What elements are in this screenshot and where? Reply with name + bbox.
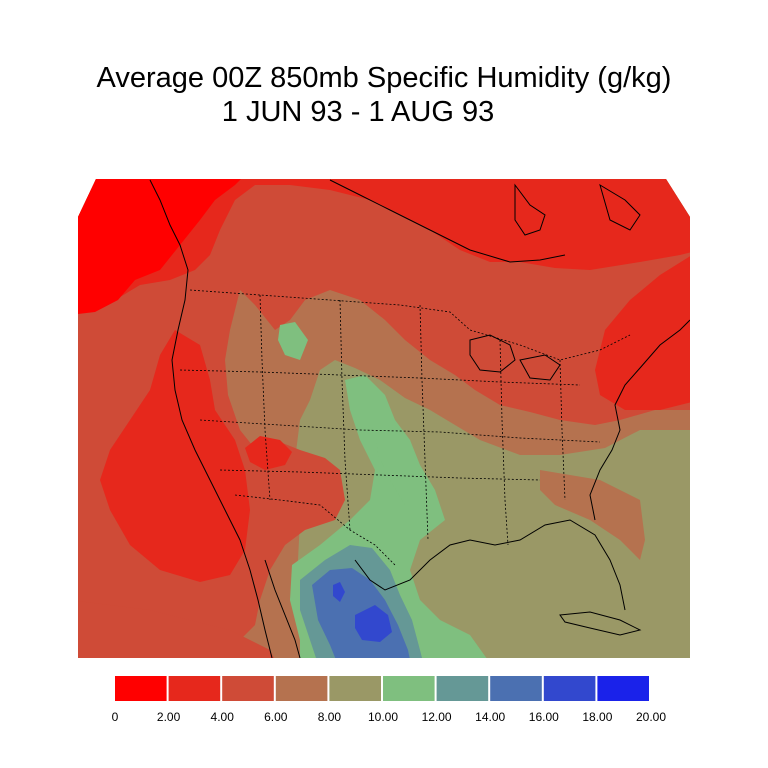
legend-bin-2 (222, 676, 274, 701)
state-line-4 (339, 299, 351, 531)
state-line-5 (419, 304, 429, 541)
legend-bin-8 (543, 676, 596, 701)
region-2-4 (78, 179, 690, 310)
us-canada-border (189, 289, 631, 361)
legend-label-6: 12.00 (422, 710, 452, 724)
legend-bin-1 (168, 676, 221, 701)
legend-bin-6 (436, 676, 489, 701)
cuba-coast (559, 611, 642, 636)
legend-bin-3 (275, 676, 328, 701)
state-line-1 (179, 369, 581, 386)
state-line-3 (259, 294, 271, 501)
map-title: Average 00Z 850mb Specific Humidity (g/k… (96, 62, 672, 94)
legend-label-0: 0 (112, 710, 119, 724)
state-line-8 (219, 469, 541, 481)
legend-label-4: 8.00 (318, 710, 342, 724)
baja-coastline (264, 559, 301, 658)
legend-label-7: 14.00 (475, 710, 505, 724)
west-coastline (149, 179, 273, 658)
gulf-coastline (354, 519, 626, 611)
legend-label-5: 10.00 (368, 710, 398, 724)
us-mexico-border (234, 494, 396, 566)
arctic-islands (514, 183, 641, 236)
legend-label-3: 6.00 (264, 710, 288, 724)
region-16-18 (355, 605, 392, 642)
map-date-range: 1 JUN 93 - 1 AUG 93 (221, 96, 495, 128)
region-4-6-west (78, 600, 280, 658)
region-2-4-basin (245, 436, 292, 470)
region-2-4-pacific (100, 330, 250, 582)
political-borders (179, 289, 631, 566)
legend-label-8: 16.00 (529, 710, 559, 724)
region-16-18-small (333, 582, 345, 602)
legend-bin-5 (383, 676, 435, 701)
legend-bin-0 (115, 676, 167, 701)
region-0-2 (78, 179, 250, 315)
legend-label-10: 20.00 (636, 710, 666, 724)
legend-label-1: 2.00 (157, 710, 181, 724)
legend-bin-9 (597, 676, 649, 701)
hudson-bay-shore (329, 179, 566, 263)
state-line-2 (199, 419, 601, 443)
region-6-8-gulf (540, 470, 645, 560)
region-10-12-north (278, 322, 308, 360)
legend-bin-4 (329, 676, 381, 701)
boundaries (149, 179, 690, 658)
region-10-12-central (375, 425, 425, 505)
legend-label-2: 4.00 (211, 710, 235, 724)
legend-bin-7 (490, 676, 542, 701)
state-line-7 (559, 359, 566, 501)
region-2-4-northeast (595, 250, 690, 410)
state-line-6 (499, 339, 509, 546)
east-coastline (589, 319, 690, 521)
legend-label-9: 18.00 (582, 710, 612, 724)
